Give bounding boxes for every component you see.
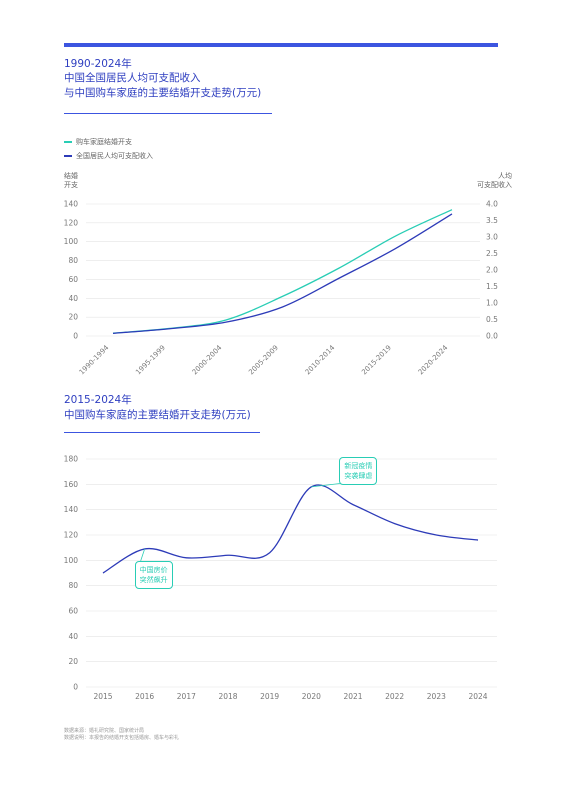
chart2-y-tick-label: 40	[68, 632, 78, 641]
chart1-right-tick-label: 1.5	[486, 282, 498, 291]
chart1-left-tick-label: 80	[68, 256, 78, 265]
callout-housing-surge: 中国房价 突然飙升	[134, 560, 173, 589]
callout-covid-line2: 突袭肆虐	[344, 471, 373, 480]
chart2-x-tick-label: 2020	[302, 692, 321, 701]
chart2-y-tick-label: 120	[64, 531, 79, 540]
legend-item-wedding: 购车家庭结婚开支	[64, 137, 132, 147]
chart1-right-tick-label: 4.0	[486, 200, 498, 209]
left-axis-title: 结婚 开支	[64, 172, 78, 189]
chart2-title-years: 2015-2024年	[64, 394, 132, 406]
chart2-y-tick-label: 60	[68, 607, 78, 616]
chart2-series-line	[102, 484, 479, 574]
chart2-y-tick-label: 140	[64, 505, 79, 514]
legend-item-income: 全国居民人均可支配收入	[64, 151, 153, 161]
chart2-x-tick-label: 2018	[218, 692, 237, 701]
chart1-right-tick-label: 3.0	[486, 233, 498, 242]
chart1-series-income-line	[112, 213, 453, 335]
right-axis-title: 人均 可支配收入	[477, 172, 512, 189]
chart1-series-wedding-line	[112, 209, 453, 334]
top-accent-bar	[64, 43, 498, 47]
chart2-x-tick-label: 2024	[468, 692, 487, 701]
chart2-x-tick-label: 2016	[135, 692, 154, 701]
chart1-title-underline	[64, 113, 272, 114]
chart1-title-line2: 中国全国居民人均可支配收入	[64, 72, 201, 84]
chart2-x-tick-label: 2023	[427, 692, 446, 701]
chart1-left-tick-label: 40	[68, 294, 78, 303]
chart2-x-tick-label: 2021	[343, 692, 362, 701]
chart1-x-tick-label: 2010-2014	[304, 343, 337, 376]
chart1-x-tick-label: 1995-1999	[134, 344, 167, 377]
chart1-left-tick-label: 120	[64, 218, 79, 227]
legend-label-wedding: 购车家庭结婚开支	[76, 138, 132, 146]
chart2-y-tick-label: 20	[68, 657, 78, 666]
legend-swatch-wedding	[64, 141, 72, 143]
chart2-x-tick-label: 2017	[177, 692, 196, 701]
chart2-x-tick-label: 2015	[93, 692, 112, 701]
chart2-y-tick-label: 0	[73, 683, 78, 692]
chart2-y-tick-label: 100	[64, 556, 79, 565]
chart2-x-tick-label: 2019	[260, 692, 279, 701]
footnote-source: 数据来源：婚礼研究院、国家统计局	[64, 728, 145, 734]
legend-label-income: 全国居民人均可支配收入	[76, 152, 153, 160]
chart1-left-tick-label: 140	[64, 200, 79, 209]
chart2-y-tick-label: 180	[64, 455, 79, 464]
chart1-left-tick-label: 100	[64, 237, 79, 246]
chart1-right-tick-label: 1.0	[486, 299, 498, 308]
chart1-left-tick-label: 60	[68, 275, 78, 284]
chart1-right-tick-label: 2.5	[486, 249, 498, 258]
chart1-x-tick-label: 2000-2004	[191, 343, 224, 376]
chart1-title-line3: 与中国购车家庭的主要结婚开支走势(万元)	[64, 87, 262, 99]
callout-covid: 新冠疫情 突袭肆虐	[339, 456, 378, 485]
chart1-x-tick-label: 1990-1994	[78, 343, 111, 376]
chart1-right-tick-label: 0.5	[486, 315, 498, 324]
callout-housing-line2: 突然飙升	[139, 575, 168, 584]
chart1-right-tick-label: 0.0	[486, 332, 498, 341]
chart1-right-tick-label: 3.5	[486, 216, 498, 225]
chart2-title-underline	[64, 432, 260, 433]
chart1-right-tick-label: 2.0	[486, 266, 498, 275]
chart2-y-tick-label: 160	[64, 480, 79, 489]
chart1-left-tick-label: 0	[73, 332, 78, 341]
chart2-y-tick-label: 80	[68, 581, 78, 590]
chart1-title-years: 1990-2024年	[64, 58, 132, 70]
chart2-title-line2: 中国购车家庭的主要结婚开支走势(万元)	[64, 409, 251, 421]
callout-pointer	[140, 548, 146, 562]
chart1-x-tick-label: 2005-2009	[247, 344, 280, 377]
chart2-x-tick-label: 2022	[385, 692, 404, 701]
callout-covid-line1: 新冠疫情	[344, 461, 373, 470]
legend-swatch-income	[64, 155, 72, 157]
callout-housing-line1: 中国房价	[139, 565, 168, 574]
chart1-left-tick-label: 20	[68, 313, 78, 322]
chart1-x-tick-label: 2020-2024	[417, 343, 450, 376]
chart1-x-tick-label: 2015-2019	[360, 344, 393, 377]
footnote-note: 数据说明：本报告的结婚开支包括婚房、婚车与彩礼	[64, 735, 180, 741]
